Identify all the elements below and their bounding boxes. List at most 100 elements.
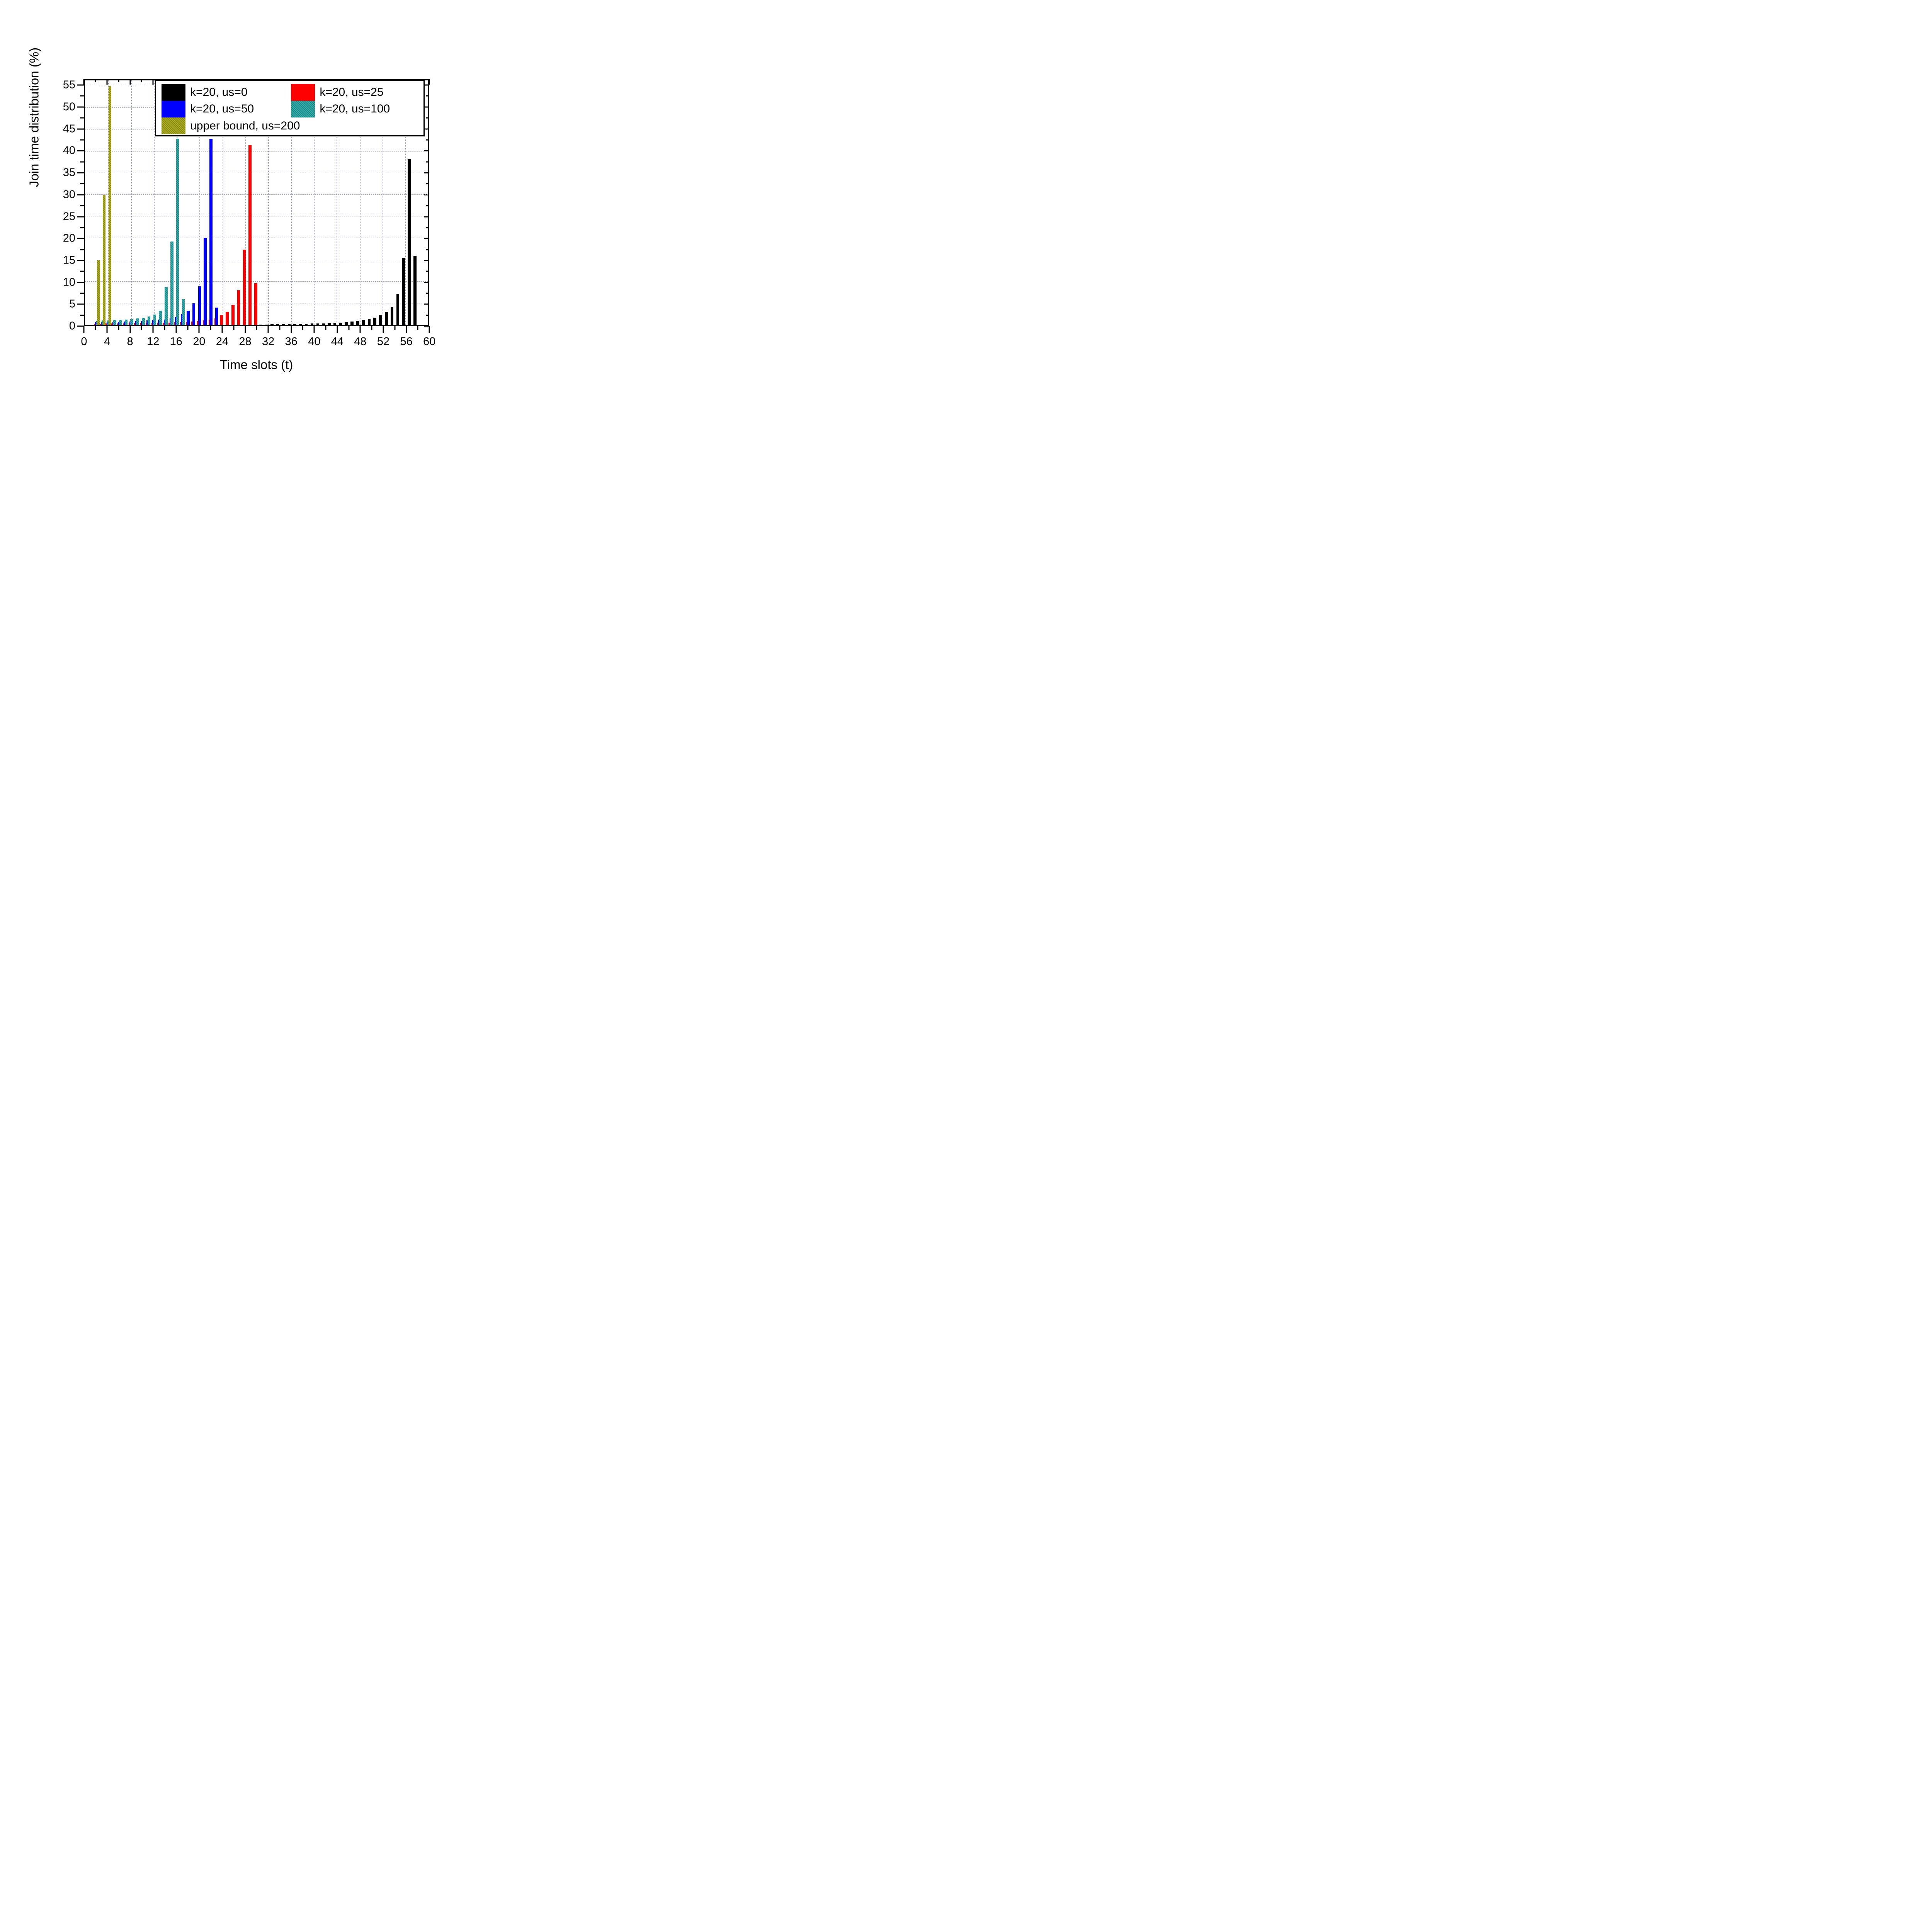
y-tick-left-15 bbox=[77, 260, 84, 261]
y-tick-left-52.5 bbox=[80, 95, 84, 97]
y-tick-label-20: 20 bbox=[63, 232, 76, 245]
bar-series3-t8 bbox=[130, 319, 133, 325]
bar-series0-t51 bbox=[373, 318, 376, 325]
y-tick-label-55: 55 bbox=[63, 78, 76, 91]
bar-series2-t22 bbox=[209, 139, 213, 325]
y-tick-left-37.5 bbox=[80, 161, 84, 163]
legend-swatch-2 bbox=[162, 100, 186, 117]
y-tick-left-32.5 bbox=[80, 183, 84, 184]
x-tick-bottom-16 bbox=[175, 326, 177, 334]
x-tick-bottom-28 bbox=[245, 326, 246, 334]
bar-series1-t24 bbox=[220, 315, 223, 325]
bar-series3-t9 bbox=[136, 318, 139, 325]
bar-series3-t15 bbox=[170, 242, 173, 325]
x-tick-bottom-20 bbox=[198, 326, 200, 334]
x-tick-bottom-14 bbox=[164, 326, 165, 330]
y-tick-left-25 bbox=[77, 216, 84, 217]
y-tick-left-47.5 bbox=[80, 117, 84, 119]
gridline-h-30 bbox=[85, 194, 429, 195]
bar-series4-t4 bbox=[108, 86, 112, 325]
bar-series0-t58 bbox=[413, 256, 417, 325]
y-tick-left-20 bbox=[77, 238, 84, 239]
x-tick-label-12: 12 bbox=[147, 335, 160, 348]
legend-box: k=20, us=0 k=20, us=25 k=20, us=50 k=20, us… bbox=[155, 80, 425, 137]
gridline-v-32 bbox=[268, 80, 269, 325]
bar-series3-t6 bbox=[119, 320, 122, 325]
y-tick-label-5: 5 bbox=[69, 298, 76, 310]
gridline-v-56 bbox=[405, 80, 406, 325]
legend-swatch-4 bbox=[162, 117, 186, 134]
bar-series0-t35 bbox=[282, 324, 285, 325]
bar-series2-t20 bbox=[198, 286, 201, 325]
y-tick-left-55 bbox=[77, 84, 84, 86]
x-tick-bottom-42 bbox=[325, 326, 327, 330]
bar-series1-t30 bbox=[254, 283, 257, 325]
x-tick-label-40: 40 bbox=[308, 335, 321, 348]
x-tick-label-60: 60 bbox=[423, 335, 436, 348]
y-tick-label-45: 45 bbox=[63, 123, 76, 135]
gridline-v-8 bbox=[131, 80, 132, 325]
gridline-v-12 bbox=[153, 80, 155, 325]
x-tick-label-36: 36 bbox=[285, 335, 298, 348]
bar-series1-t26 bbox=[231, 305, 235, 325]
bar-series0-t55 bbox=[396, 294, 400, 325]
x-tick-bottom-40 bbox=[313, 326, 315, 334]
bar-series2-t21 bbox=[204, 238, 207, 325]
x-tick-label-28: 28 bbox=[239, 335, 252, 348]
x-tick-label-24: 24 bbox=[216, 335, 229, 348]
x-tick-bottom-36 bbox=[291, 326, 292, 334]
gridline-v-40 bbox=[314, 80, 315, 325]
y-tick-label-35: 35 bbox=[63, 166, 76, 179]
bar-series0-t41 bbox=[316, 323, 320, 325]
y-tick-left-45 bbox=[77, 128, 84, 130]
x-tick-bottom-34 bbox=[279, 326, 281, 330]
y-tick-label-15: 15 bbox=[63, 254, 76, 267]
y-tick-left-0 bbox=[77, 325, 84, 327]
x-axis-title: Time slots (t) bbox=[219, 357, 293, 372]
bar-series0-t47 bbox=[350, 322, 354, 325]
legend-swatch-0 bbox=[162, 84, 186, 101]
bar-series3-t17 bbox=[182, 299, 185, 325]
x-tick-bottom-54 bbox=[394, 326, 396, 330]
bar-series0-t45 bbox=[339, 323, 342, 325]
gridline-v-36 bbox=[291, 80, 292, 325]
x-tick-bottom-6 bbox=[118, 326, 119, 330]
x-tick-bottom-10 bbox=[141, 326, 142, 330]
x-tick-bottom-12 bbox=[152, 326, 154, 334]
y-tick-label-30: 30 bbox=[63, 188, 76, 201]
legend-label-4: upper bound, us=200 bbox=[190, 119, 300, 132]
bar-series0-t42 bbox=[322, 323, 325, 325]
legend-label-1: k=20, us=25 bbox=[320, 85, 384, 99]
bar-series3-t7 bbox=[124, 319, 128, 325]
x-tick-bottom-46 bbox=[348, 326, 350, 330]
x-tick-bottom-4 bbox=[106, 326, 108, 334]
x-tick-bottom-52 bbox=[383, 326, 384, 334]
x-tick-label-32: 32 bbox=[262, 335, 275, 348]
x-tick-bottom-24 bbox=[221, 326, 223, 334]
x-tick-bottom-38 bbox=[302, 326, 303, 330]
bar-series0-t36 bbox=[287, 324, 291, 325]
y-tick-left-17.5 bbox=[80, 249, 84, 250]
bar-series3-t16 bbox=[176, 138, 179, 325]
bar-series0-t57 bbox=[408, 159, 411, 325]
x-tick-bottom-58 bbox=[417, 326, 418, 330]
y-tick-left-50 bbox=[77, 106, 84, 108]
bar-series1-t25 bbox=[226, 312, 229, 325]
x-tick-label-20: 20 bbox=[193, 335, 206, 348]
x-tick-label-56: 56 bbox=[400, 335, 413, 348]
bar-series1-t29 bbox=[248, 145, 252, 325]
x-tick-label-44: 44 bbox=[331, 335, 344, 348]
bar-series4-t3 bbox=[102, 194, 106, 325]
y-tick-left-2.5 bbox=[80, 315, 84, 316]
y-tick-left-42.5 bbox=[80, 139, 84, 141]
bar-series2-t23 bbox=[215, 308, 218, 325]
legend-label-2: k=20, us=50 bbox=[190, 102, 254, 116]
gridline-h-10 bbox=[85, 281, 429, 282]
bar-series3-t14 bbox=[165, 287, 168, 325]
y-tick-left-30 bbox=[77, 194, 84, 196]
x-tick-bottom-18 bbox=[187, 326, 189, 330]
bar-series0-t54 bbox=[390, 306, 394, 325]
y-tick-label-40: 40 bbox=[63, 144, 76, 157]
bar-series0-t38 bbox=[299, 324, 302, 325]
bar-series0-t49 bbox=[362, 320, 365, 325]
